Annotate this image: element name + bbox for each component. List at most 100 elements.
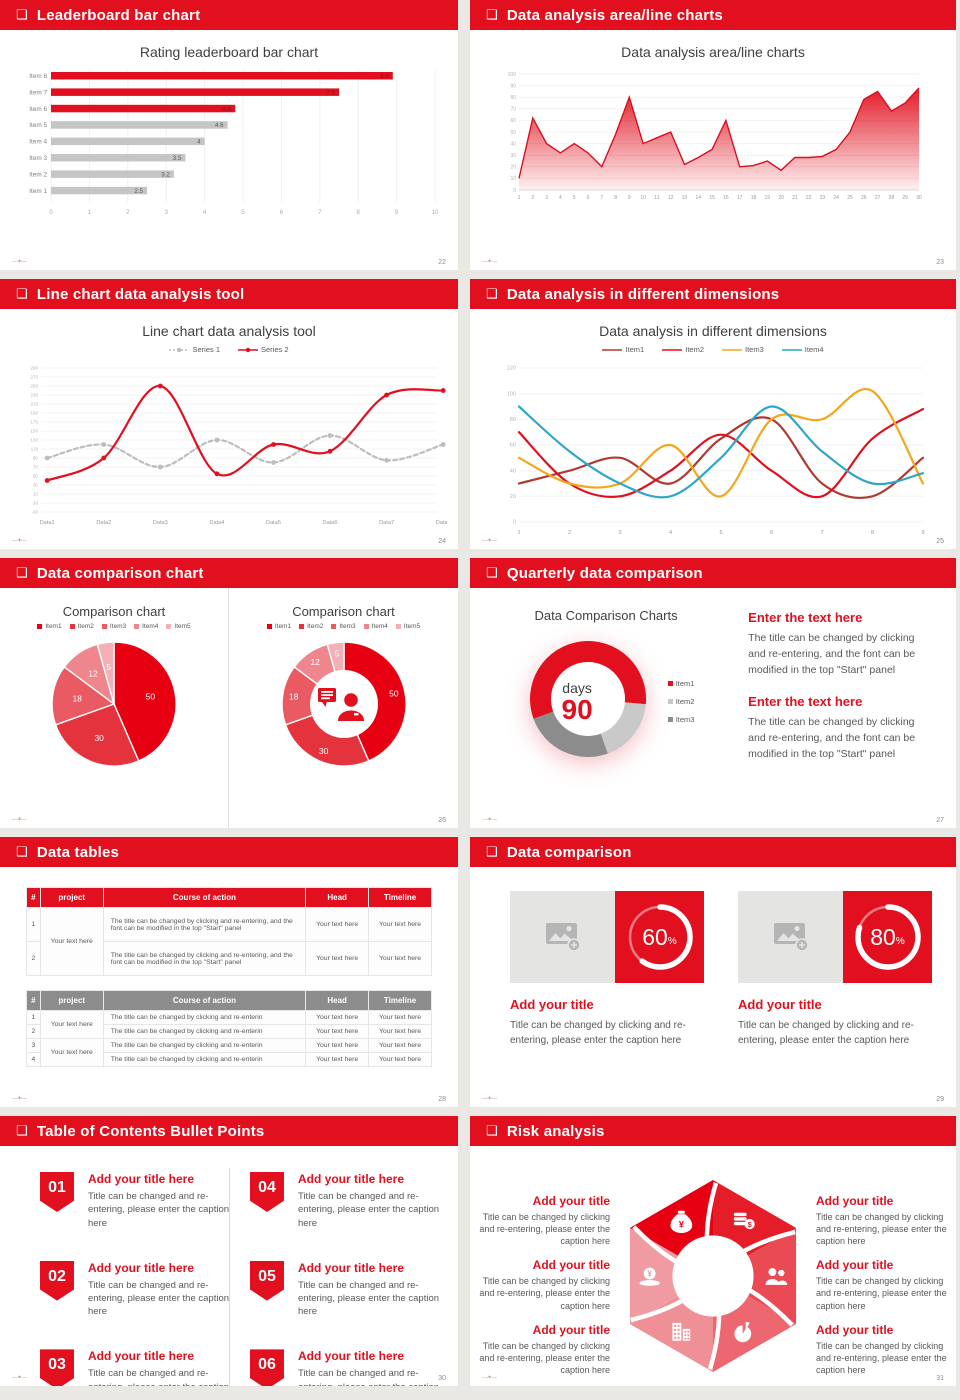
svg-text:23: 23 <box>820 195 826 201</box>
svg-text:30: 30 <box>318 746 328 756</box>
slide-line-chart-tool[interactable]: ❑ Line chart data analysis tool Line char… <box>0 279 458 549</box>
svg-text:20: 20 <box>510 165 516 171</box>
slide-dimensions-analysis[interactable]: ❑ Data analysis in different dimensions D… <box>470 279 956 549</box>
risk-block-title: Add your title <box>532 1194 610 1208</box>
toc-item[interactable]: 06 Add your title here Title can be chan… <box>238 1349 448 1386</box>
legend-item: Item1 <box>266 623 291 630</box>
toc-item[interactable]: 01 Add your title here Title can be chan… <box>28 1172 238 1235</box>
risk-text-column-left: Add your title Title can be changed by cl… <box>470 1180 610 1376</box>
svg-text:21: 21 <box>792 195 798 201</box>
legend-item: Item3 <box>722 345 764 354</box>
svg-text:Item 2: Item 2 <box>29 171 47 178</box>
slide-area-line-charts[interactable]: ❑ Data analysis area/line charts Data ana… <box>470 0 956 270</box>
bullet-square-icon: ❑ <box>16 286 28 301</box>
coins-icon: $ <box>733 1212 755 1229</box>
chart-legend: Series 1 Series 2 <box>0 345 458 354</box>
svg-text:120: 120 <box>507 366 516 372</box>
progress-ring-80: 80% <box>843 891 932 983</box>
svg-text:19: 19 <box>765 195 771 201</box>
brand-logo-icon: —✦— <box>12 817 27 823</box>
progress-percent: 80% <box>870 923 905 950</box>
svg-text:-10: -10 <box>31 501 38 506</box>
svg-text:7: 7 <box>820 530 823 536</box>
chart-legend: Item1 Item2 Item3 Item4 Item5 <box>0 623 228 630</box>
page-number: 22 <box>438 259 446 266</box>
svg-text:0: 0 <box>49 210 53 216</box>
card-caption: Title can be changed by clicking and re-… <box>738 1020 914 1046</box>
slide-header: ❑ Data tables <box>0 837 458 867</box>
image-placeholder-icon <box>510 891 616 983</box>
svg-text:$: $ <box>748 1219 753 1228</box>
toc-item-title: Add your title here <box>298 1172 405 1186</box>
svg-text:40: 40 <box>510 468 516 474</box>
toc-number-badge: 04 <box>250 1172 284 1212</box>
slide-header-title: Leaderboard bar chart <box>36 6 201 24</box>
slide-toc-bullet-points[interactable]: ❑ Table of Contents Bullet Points 01 Add … <box>0 1116 458 1386</box>
svg-text:2.5: 2.5 <box>134 188 143 195</box>
svg-text:50: 50 <box>389 689 399 699</box>
toc-item[interactable]: 05 Add your title here Title can be chan… <box>238 1260 448 1324</box>
svg-text:Data4: Data4 <box>209 520 224 526</box>
text-block-body: The title can be changed by clicking and… <box>748 716 916 760</box>
chart-title: Data Comparison Charts <box>534 608 678 623</box>
slide-data-tables[interactable]: ❑ Data tables # project Course of action Hea… <box>0 837 458 1107</box>
svg-text:Item 8: Item 8 <box>29 73 47 80</box>
slide-data-comparison-pies[interactable]: ❑ Data comparison chart Comparison chart … <box>0 558 458 828</box>
risk-text-block: Add your title Title can be changed by cl… <box>816 1194 956 1247</box>
two-series-line-chart: 290 270 250 230 210 190 170 150 130 110 90 70 50 30 10… <box>0 362 458 530</box>
svg-text:5: 5 <box>573 195 576 201</box>
svg-text:8: 8 <box>871 530 874 536</box>
chart-legend: Item1 Item2 Item3 <box>667 679 694 724</box>
slide-quarterly-comparison[interactable]: ❑ Quarterly data comparison Data Comparis… <box>470 558 956 828</box>
svg-text:9: 9 <box>628 195 631 201</box>
risk-block-title: Add your title <box>816 1194 894 1208</box>
svg-text:Item 3: Item 3 <box>29 155 47 162</box>
toc-item[interactable]: 03 Add your title here Title can be chan… <box>28 1349 238 1386</box>
svg-text:30: 30 <box>94 733 104 743</box>
svg-text:1: 1 <box>518 195 521 201</box>
toc-item[interactable]: 02 Add your title here Title can be chan… <box>28 1260 238 1324</box>
bullet-square-icon: ❑ <box>486 7 498 22</box>
brand-logo-icon: —✦— <box>482 817 497 823</box>
svg-text:30: 30 <box>916 195 922 201</box>
svg-text:Data3: Data3 <box>153 520 168 526</box>
risk-text-block: Add your title Title can be changed by cl… <box>470 1258 610 1311</box>
svg-text:Data2: Data2 <box>96 520 111 526</box>
legend-item: Item4 <box>781 345 824 354</box>
text-block-title: Enter the text here <box>748 610 863 625</box>
svg-text:28: 28 <box>889 195 895 201</box>
svg-text:2: 2 <box>568 530 571 536</box>
toc-item[interactable]: 04 Add your title here Title can be chan… <box>238 1172 448 1235</box>
risk-text-block: Add your title Title can be changed by cl… <box>470 1323 610 1376</box>
svg-text:100: 100 <box>507 391 516 397</box>
svg-text:12: 12 <box>668 195 674 201</box>
slide-risk-analysis[interactable]: ❑ Risk analysis Add your title Title can b… <box>470 1116 956 1386</box>
svg-text:3: 3 <box>545 195 548 201</box>
quarterly-donut-chart <box>518 629 658 774</box>
svg-text:5: 5 <box>107 662 112 672</box>
bullet-square-icon: ❑ <box>16 1123 28 1138</box>
page-number: 27 <box>936 817 944 824</box>
slide-header: ❑ Data analysis area/line charts <box>470 0 956 30</box>
comparison-card: 60% Add your title Title can be changed … <box>510 891 704 1107</box>
chart-legend: Item1 Item2 Item3 Item4 Item5 <box>229 623 458 630</box>
svg-text:6: 6 <box>587 195 590 201</box>
page-number: 25 <box>936 538 944 545</box>
risk-text-block: Add your title Title can be changed by cl… <box>816 1323 956 1376</box>
svg-text:20: 20 <box>510 494 516 500</box>
legend-item: Item4 <box>134 623 158 630</box>
slide-header: ❑ Quarterly data comparison <box>470 558 956 588</box>
slide-leaderboard-bar-chart[interactable]: ❑ Leaderboard bar chart Rating leaderboar… <box>0 0 458 270</box>
toc-item-caption: Title can be changed and re-entering, pl… <box>298 1368 439 1386</box>
risk-block-title: Add your title <box>532 1258 610 1273</box>
svg-text:Item 1: Item 1 <box>29 188 47 195</box>
svg-text:18: 18 <box>288 691 298 701</box>
comparison-card: 80% Add your title Title can be changed … <box>738 891 932 1107</box>
chart-title: Rating leaderboard bar chart <box>139 44 319 60</box>
page-number: 26 <box>438 817 446 824</box>
svg-text:190: 190 <box>30 411 38 416</box>
svg-text:9: 9 <box>395 210 399 216</box>
svg-text:80: 80 <box>510 95 516 101</box>
slide-data-comparison-progress[interactable]: ❑ Data comparison 60% Add your title Titl… <box>470 837 956 1107</box>
